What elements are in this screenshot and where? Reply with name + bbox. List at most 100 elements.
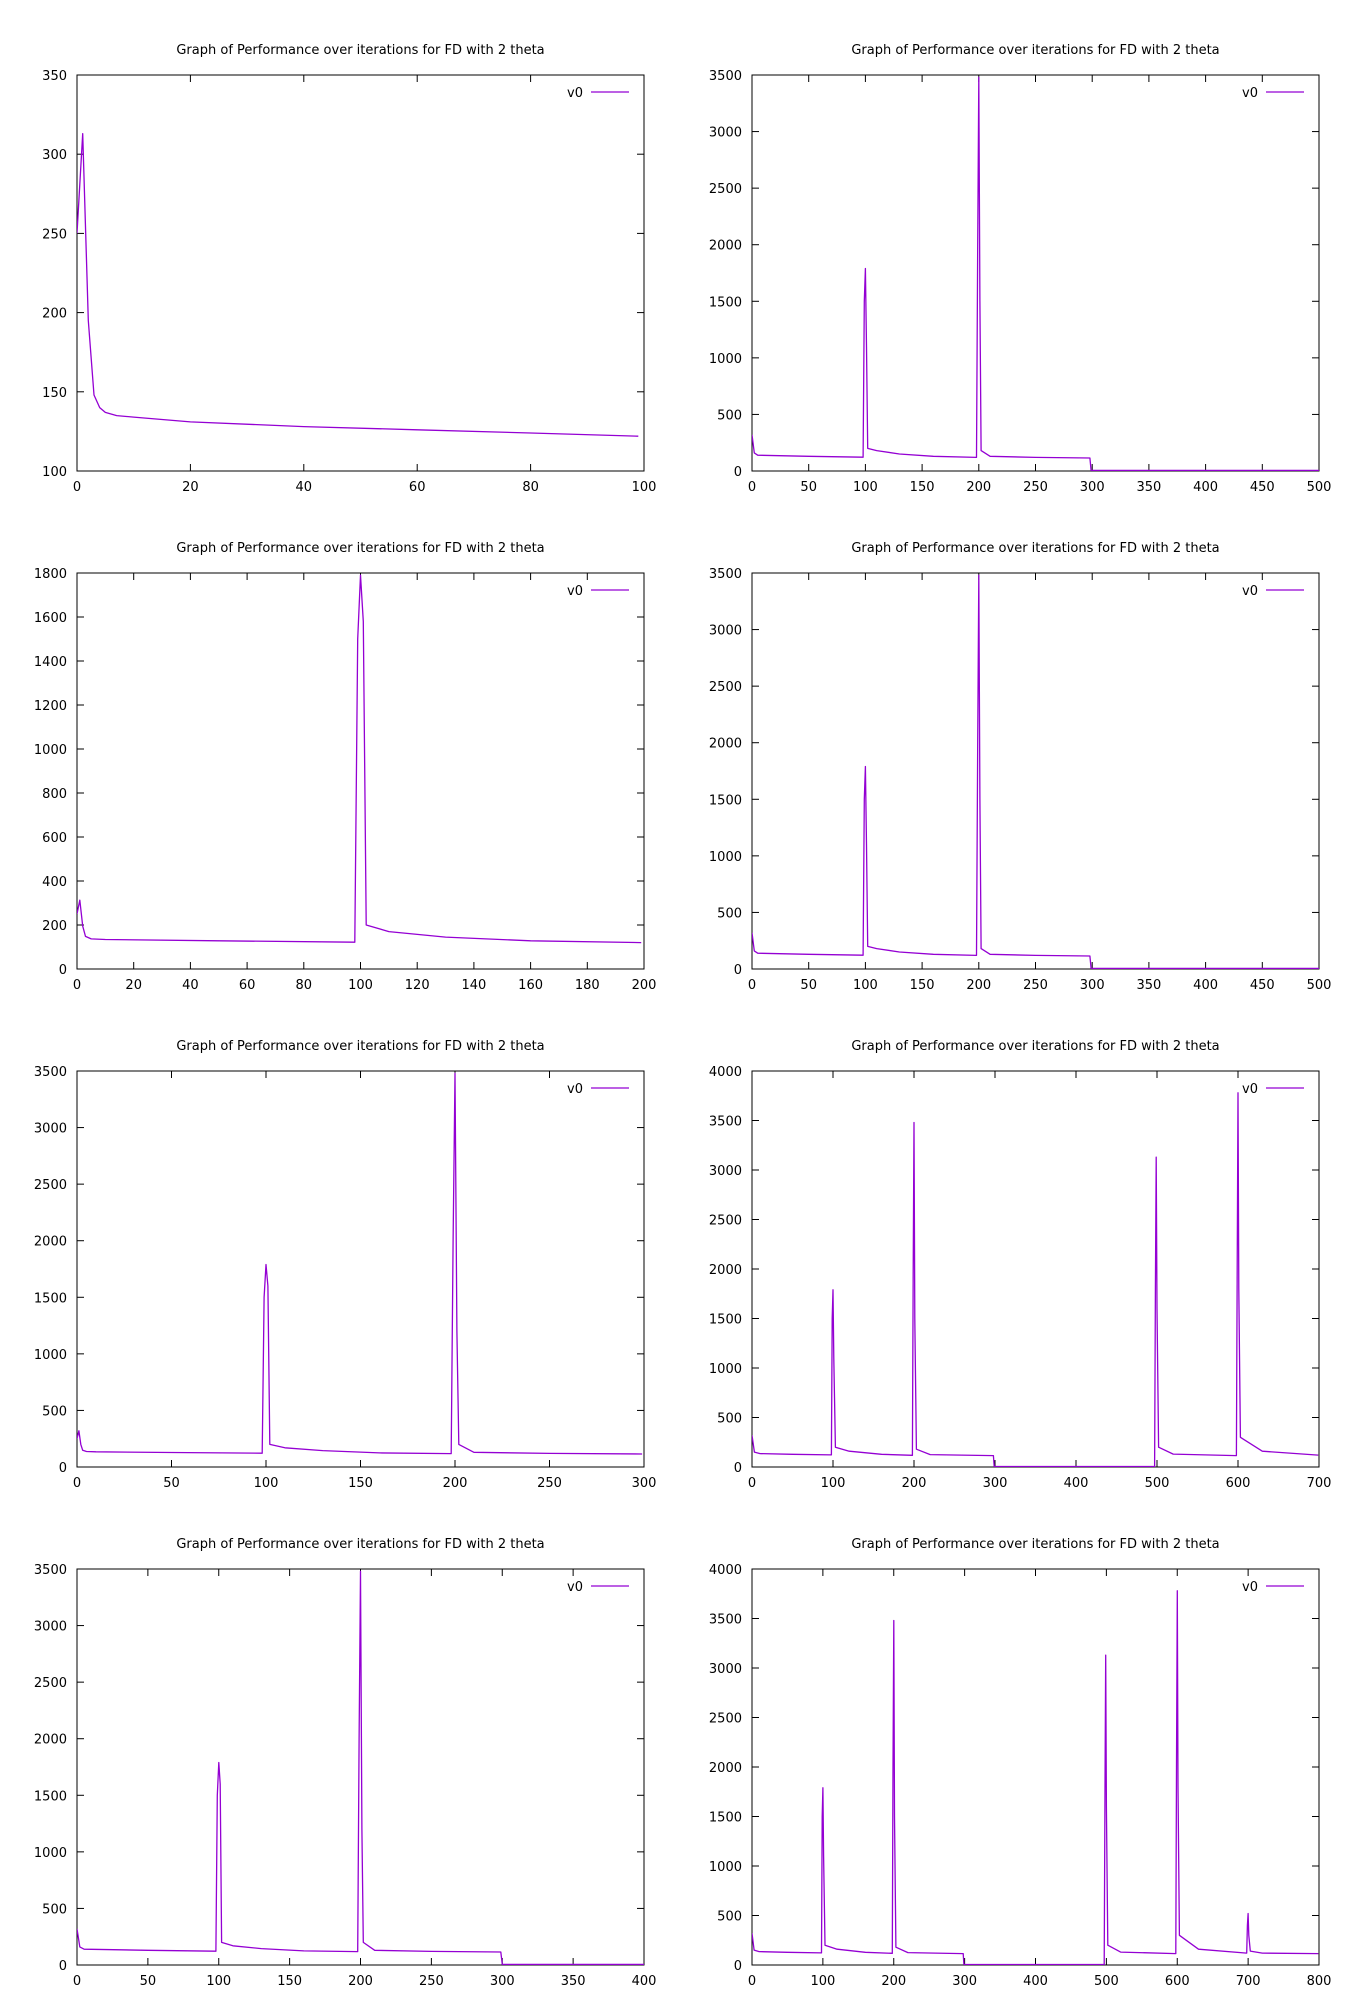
- series-line: [77, 132, 639, 437]
- y-tick-label: 100: [42, 465, 67, 480]
- x-tick-label: 350: [561, 1974, 586, 1989]
- x-tick-label: 100: [254, 1476, 279, 1491]
- y-tick-label: 1000: [709, 850, 742, 865]
- chart-panel: Graph of Performance over iterations for…: [709, 1537, 1332, 1989]
- plot-frame: [76, 572, 645, 970]
- x-tick-label: 100: [206, 1974, 231, 1989]
- x-tick-label: 700: [1307, 1476, 1332, 1491]
- y-tick-label: 2000: [709, 737, 742, 752]
- y-tick-label: 2500: [709, 182, 742, 197]
- x-tick-label: 50: [800, 978, 817, 993]
- y-tick-label: 0: [734, 963, 742, 978]
- x-tick-label: 250: [419, 1974, 444, 1989]
- y-tick-label: 500: [717, 906, 742, 921]
- series-line: [77, 1072, 643, 1455]
- x-tick-label: 80: [522, 480, 539, 495]
- y-tick-label: 350: [42, 69, 67, 84]
- series-line: [752, 1590, 1319, 1965]
- y-tick-label: 0: [734, 1461, 742, 1476]
- y-tick-label: 1500: [709, 1313, 742, 1328]
- y-tick-label: 2000: [34, 1235, 67, 1250]
- y-tick-label: 1500: [34, 1291, 67, 1306]
- y-tick-label: 3000: [709, 126, 742, 141]
- x-tick-label: 0: [73, 978, 81, 993]
- x-tick-label: 0: [73, 1974, 81, 1989]
- x-tick-label: 150: [348, 1476, 373, 1491]
- legend-label: v0: [1242, 86, 1258, 101]
- x-tick-label: 400: [1193, 480, 1218, 495]
- x-tick-label: 300: [632, 1476, 657, 1491]
- series-line: [77, 574, 642, 944]
- y-tick-label: 1000: [709, 352, 742, 367]
- x-tick-label: 300: [952, 1974, 977, 1989]
- x-tick-label: 250: [1023, 480, 1048, 495]
- plot-frame: [751, 1568, 1320, 1966]
- legend-label: v0: [1242, 1082, 1258, 1097]
- chart-panel: Graph of Performance over iterations for…: [709, 1039, 1332, 1491]
- y-tick-label: 1600: [34, 611, 67, 626]
- x-tick-label: 600: [1165, 1974, 1190, 1989]
- series-line: [752, 574, 1319, 969]
- y-tick-label: 0: [59, 1959, 67, 1974]
- y-tick-label: 2000: [34, 1733, 67, 1748]
- x-tick-label: 150: [910, 480, 935, 495]
- y-tick-label: 3500: [709, 567, 742, 582]
- chart-title: Graph of Performance over iterations for…: [851, 1039, 1219, 1054]
- x-tick-label: 0: [73, 1476, 81, 1491]
- x-tick-label: 300: [490, 1974, 515, 1989]
- series-line: [77, 1570, 644, 1965]
- y-tick-label: 4000: [709, 1563, 742, 1578]
- legend-label: v0: [1242, 584, 1258, 599]
- y-tick-label: 3500: [34, 1563, 67, 1578]
- chart-title: Graph of Performance over iterations for…: [851, 541, 1219, 556]
- plot-frame: [76, 1070, 645, 1468]
- y-tick-label: 1500: [709, 295, 742, 310]
- x-tick-label: 250: [1023, 978, 1048, 993]
- x-tick-label: 60: [239, 978, 256, 993]
- x-tick-label: 350: [1136, 480, 1161, 495]
- x-tick-label: 100: [853, 978, 878, 993]
- legend-label: v0: [1242, 1580, 1258, 1595]
- x-tick-label: 400: [1023, 1974, 1048, 1989]
- x-tick-label: 300: [1080, 978, 1105, 993]
- x-tick-label: 500: [1094, 1974, 1119, 1989]
- x-tick-label: 0: [748, 1476, 756, 1491]
- y-tick-label: 250: [42, 227, 67, 242]
- y-tick-label: 1800: [34, 567, 67, 582]
- y-tick-label: 0: [59, 963, 67, 978]
- y-tick-label: 1000: [709, 1860, 742, 1875]
- x-tick-label: 50: [800, 480, 817, 495]
- y-tick-label: 2500: [709, 1214, 742, 1229]
- y-tick-label: 3000: [709, 1662, 742, 1677]
- legend-label: v0: [567, 86, 583, 101]
- y-tick-label: 150: [42, 386, 67, 401]
- x-tick-label: 0: [73, 480, 81, 495]
- x-tick-label: 300: [1080, 480, 1105, 495]
- chart-title: Graph of Performance over iterations for…: [176, 43, 544, 58]
- x-tick-label: 600: [1226, 1476, 1251, 1491]
- plot-frame: [751, 572, 1320, 970]
- x-tick-label: 150: [910, 978, 935, 993]
- x-tick-label: 100: [821, 1476, 846, 1491]
- x-tick-label: 200: [881, 1974, 906, 1989]
- y-tick-label: 1500: [709, 793, 742, 808]
- x-tick-label: 60: [409, 480, 426, 495]
- y-tick-label: 1200: [34, 699, 67, 714]
- x-tick-label: 500: [1307, 978, 1332, 993]
- series-line: [752, 76, 1319, 471]
- x-tick-label: 350: [1136, 978, 1161, 993]
- x-tick-label: 500: [1307, 480, 1332, 495]
- y-tick-label: 2500: [34, 1676, 67, 1691]
- x-tick-label: 100: [632, 480, 657, 495]
- x-tick-label: 450: [1250, 978, 1275, 993]
- y-tick-label: 1500: [709, 1811, 742, 1826]
- legend-label: v0: [567, 1580, 583, 1595]
- y-tick-label: 3000: [709, 624, 742, 639]
- x-tick-label: 100: [348, 978, 373, 993]
- legend-label: v0: [567, 584, 583, 599]
- y-tick-label: 500: [42, 1902, 67, 1917]
- x-tick-label: 50: [163, 1476, 180, 1491]
- y-tick-label: 200: [42, 307, 67, 322]
- y-tick-label: 3500: [709, 1613, 742, 1628]
- x-tick-label: 100: [810, 1974, 835, 1989]
